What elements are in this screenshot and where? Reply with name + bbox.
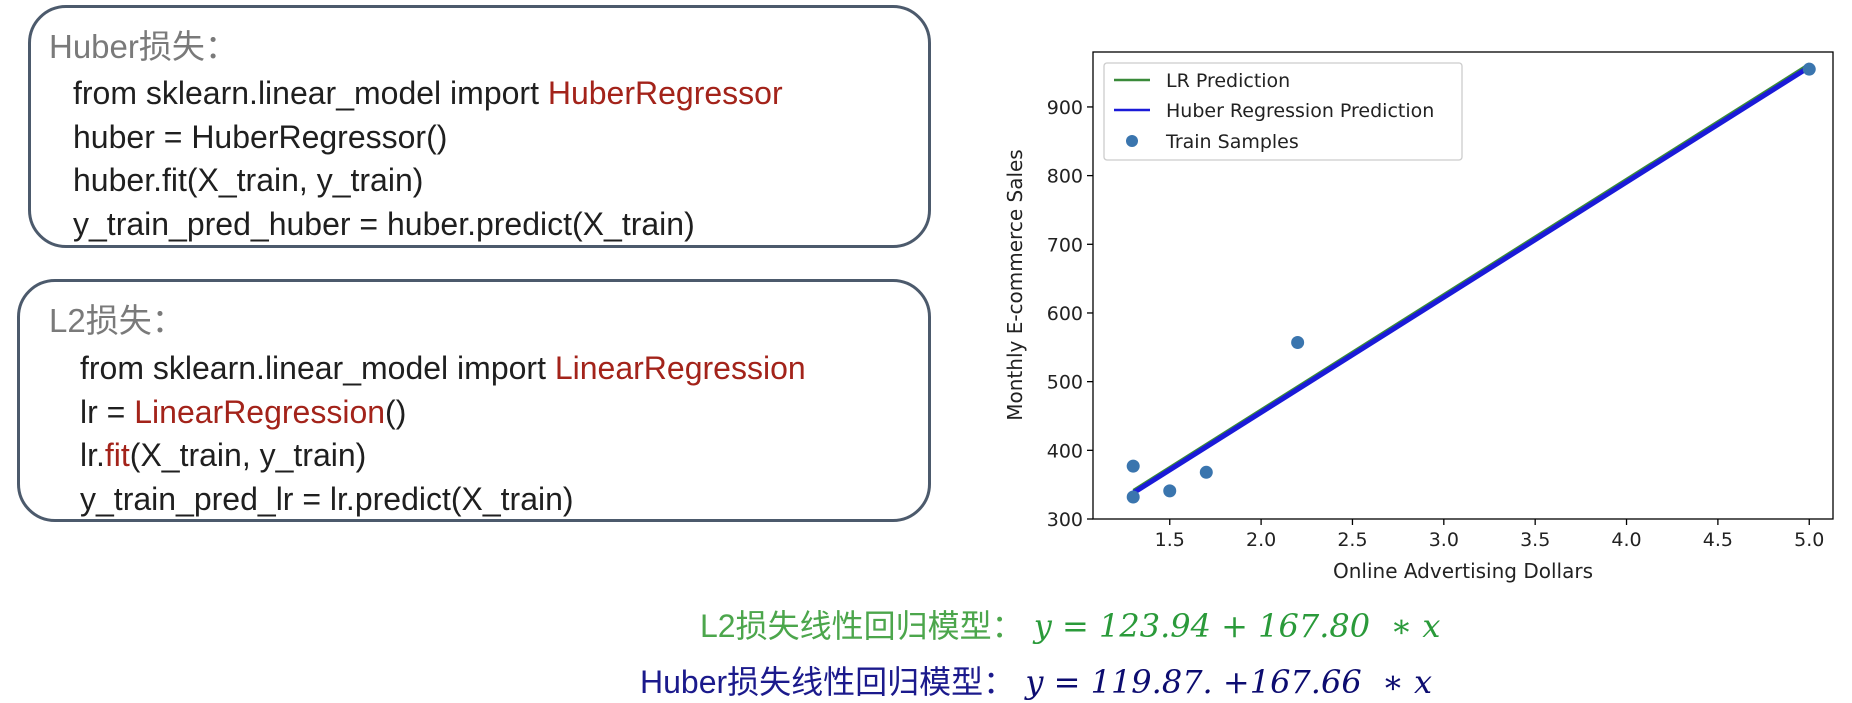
huber-formula-label: Huber损失线性回归模型： (640, 664, 1016, 700)
legend-label-huber: Huber Regression Prediction (1166, 100, 1434, 122)
code-line: y_train_pred_lr = lr.predict(X_train) (80, 480, 574, 517)
train-sample-point (1163, 484, 1177, 498)
l2-model-formula: L2损失线性回归模型： y = 123.94 + 167.80 ∗ x (700, 601, 1440, 647)
legend-label-lr: LR Prediction (1166, 70, 1290, 92)
x-axis-label: Online Advertising Dollars (1333, 559, 1593, 583)
legend-swatch-samples (1126, 135, 1138, 147)
l2-code-lines: from sklearn.linear_model import LinearR… (80, 347, 806, 521)
y-tick-label: 800 (1047, 166, 1083, 188)
train-sample-point (1802, 62, 1816, 76)
code-line: lr = LinearRegression() (80, 393, 407, 430)
l2-formula-label: L2损失线性回归模型： (700, 608, 1024, 644)
x-tick-label: 2.0 (1246, 529, 1276, 551)
x-tick-label: 3.5 (1520, 529, 1550, 551)
x-tick-label: 4.5 (1703, 529, 1733, 551)
y-tick-label: 700 (1047, 234, 1083, 256)
l2-code-box: L2损失： from sklearn.linear_model import L… (17, 279, 931, 522)
y-tick-label: 300 (1047, 509, 1083, 531)
code-line: y_train_pred_huber = huber.predict(X_tra… (73, 205, 695, 242)
regression-chart: 1.5 2.0 2.5 3.0 3.5 4.0 4.5 5.0 300 400 500 600 700 8… (1003, 51, 1834, 583)
train-sample-point (1126, 459, 1140, 473)
l2-box-title: L2损失： (49, 302, 185, 339)
x-tick-label: 1.5 (1155, 529, 1185, 551)
plot-frame (1092, 51, 1834, 520)
huber-code-box: Huber损失： from sklearn.linear_model impor… (28, 5, 931, 248)
train-sample-point (1291, 336, 1305, 350)
train-sample-point (1126, 490, 1140, 504)
code-line: from sklearn.linear_model import HuberRe… (73, 75, 783, 111)
x-tick-label: 3.0 (1429, 529, 1459, 551)
huber-formula-math: y = 119.87. +167.66 ∗ x (1015, 663, 1432, 701)
y-axis-label: Monthly E-commerce Sales (1003, 149, 1027, 420)
y-tick-label: 400 (1047, 440, 1083, 462)
plot-marks (1126, 62, 1816, 504)
y-tick-label: 600 (1047, 303, 1083, 325)
x-tick-label: 4.0 (1611, 529, 1641, 551)
series-line-1 (1131, 64, 1811, 496)
code-line: from sklearn.linear_model import LinearR… (80, 350, 806, 386)
huber-model-formula: Huber损失线性回归模型： y = 119.87. +167.66 ∗ x (640, 657, 1432, 703)
x-tick-label: 2.5 (1337, 529, 1367, 551)
code-line: huber.fit(X_train, y_train) (73, 162, 424, 198)
huber-box-title: Huber损失： (49, 28, 238, 65)
legend-box (1103, 62, 1463, 161)
l2-formula-math: y = 123.94 + 167.80 ∗ x (1023, 607, 1441, 645)
x-tick-label: 5.0 (1794, 529, 1824, 551)
axis-ticks: 1.5 2.0 2.5 3.0 3.5 4.0 4.5 5.0 300 400 500 600 700 8… (1047, 97, 1825, 551)
train-sample-point (1199, 465, 1213, 479)
legend: LR Prediction Huber Regression Predictio… (1103, 62, 1463, 161)
y-tick-label: 900 (1047, 97, 1083, 119)
code-line: huber = HuberRegressor() (73, 118, 448, 155)
legend-label-samples: Train Samples (1165, 131, 1299, 153)
code-line: lr.fit(X_train, y_train) (80, 437, 367, 473)
huber-code-lines: from sklearn.linear_model import HuberRe… (73, 72, 783, 246)
y-tick-label: 500 (1047, 372, 1083, 394)
